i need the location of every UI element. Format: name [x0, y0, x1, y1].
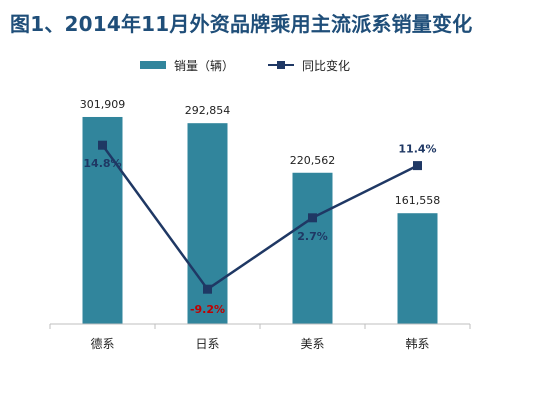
bar-1: [82, 116, 123, 324]
x-tick-label-1: 德系: [90, 336, 114, 351]
change-line: [101, 144, 419, 291]
chart-title: 图1、2014年11月外资品牌乘用主流派系销量变化: [10, 12, 473, 36]
bar-value-label-4: 161,558: [395, 194, 441, 207]
legend-label-sales: 销量（辆）: [174, 58, 235, 73]
change-marker-2: [203, 284, 212, 294]
x-tick-label-2: 日系: [195, 337, 219, 351]
bar-value-label-3: 220,562: [290, 154, 336, 167]
bar-2: [187, 123, 228, 325]
change-marker-4: [413, 161, 422, 171]
legend-item-sales: 销量（辆）: [140, 57, 234, 74]
legend-swatch-sales: [140, 61, 166, 69]
bar-value-label-1: 301,909: [80, 98, 126, 111]
change-marker-3: [308, 213, 317, 223]
x-tick-label-4: 韩系: [405, 336, 429, 351]
change-label-4: 11.4%: [398, 143, 436, 156]
legend-swatch-change: [268, 61, 295, 69]
legend: 销量（辆） 同比变化: [140, 56, 350, 74]
bar-value-label-2: 292,854: [185, 104, 231, 117]
change-label-3: 2.7%: [297, 230, 328, 243]
x-tick-label-3: 美系: [300, 337, 324, 351]
change-label-2: -9.2%: [190, 303, 225, 316]
bar-3: [292, 172, 333, 324]
change-label-1: 14.8%: [83, 157, 121, 170]
bar-4: [397, 213, 438, 324]
legend-label-change: 同比变化: [302, 58, 351, 73]
change-marker-1: [98, 140, 107, 150]
legend-item-change: 同比变化: [268, 57, 350, 74]
